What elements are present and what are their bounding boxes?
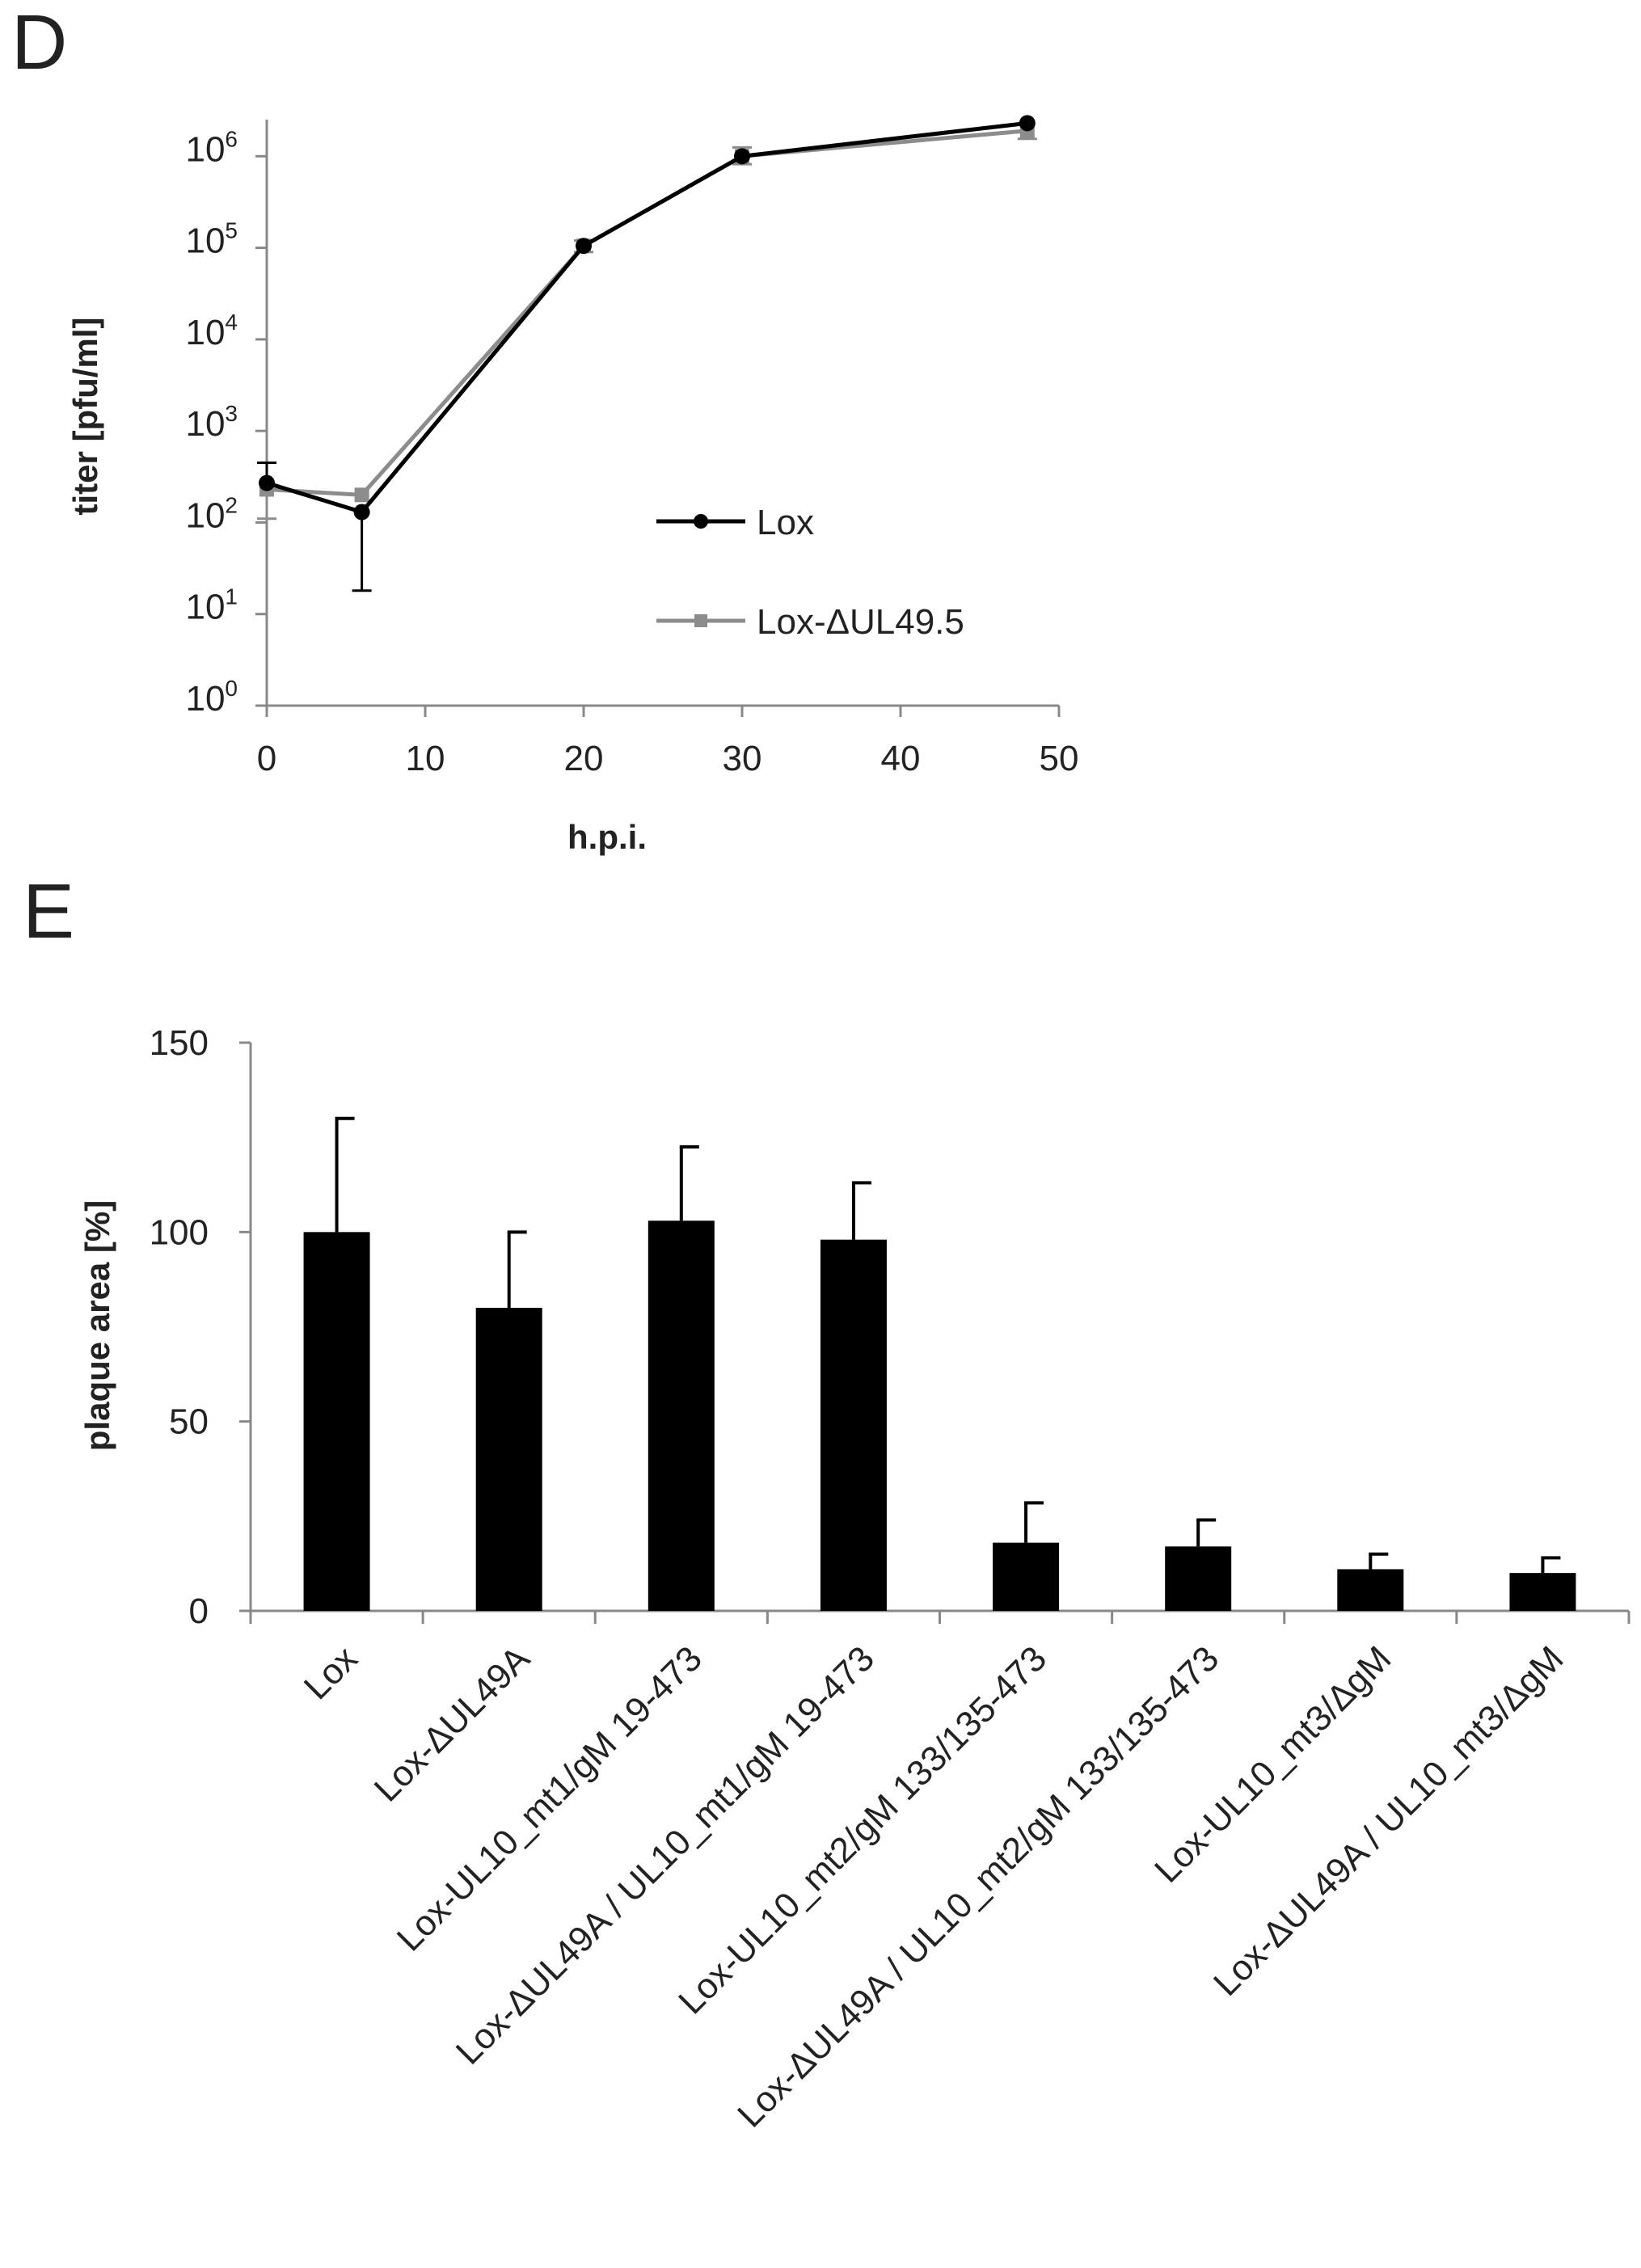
series-line bbox=[266, 120, 1028, 515]
x-ticks: 0 10 20 30 40 50 bbox=[257, 706, 1079, 778]
legend: Lox Lox-ΔUL49.5 bbox=[656, 503, 964, 642]
x-tick-label: 20 bbox=[564, 739, 604, 778]
y-tick-label: 0 bbox=[189, 1591, 209, 1631]
category-label: Lox-UL10_mt2/gM 133/135-473 bbox=[671, 1638, 1054, 2021]
series-line bbox=[266, 129, 1028, 497]
y-tick-label: 150 bbox=[150, 1023, 209, 1063]
y-tick-label: 105 bbox=[185, 218, 238, 261]
x-tick-label: 40 bbox=[881, 739, 921, 778]
y-tick-label: 106 bbox=[185, 126, 238, 169]
series-lox-dul49-5 bbox=[257, 123, 1037, 521]
bar bbox=[1165, 1546, 1232, 1611]
y-axis-title: titer [pfu/ml] bbox=[66, 318, 104, 516]
x-tick-label: 0 bbox=[257, 739, 276, 778]
series-lox bbox=[257, 115, 1036, 592]
bar bbox=[475, 1308, 542, 1611]
category-label: Lox-ΔUL49A bbox=[367, 1638, 538, 1810]
x-ticks bbox=[249, 1611, 1630, 1624]
y-tick-label: 100 bbox=[150, 1212, 209, 1252]
legend-label-lox-dul49-5: Lox-ΔUL49.5 bbox=[757, 602, 964, 642]
bar bbox=[993, 1542, 1060, 1611]
legend-label-lox: Lox bbox=[757, 503, 814, 542]
legend-marker-lox-dul49-5 bbox=[694, 614, 707, 627]
bar bbox=[1509, 1573, 1576, 1611]
data-point bbox=[734, 148, 750, 165]
x-tick-label: 50 bbox=[1040, 739, 1079, 778]
y-axis-title: plaque area [%] bbox=[78, 1200, 116, 1451]
bars-group bbox=[303, 1116, 1576, 1611]
data-point bbox=[1019, 115, 1036, 132]
y-tick-label: 100 bbox=[185, 676, 238, 719]
bar bbox=[820, 1239, 887, 1611]
category-label: Lox-UL10_mt1/gM 19-473 bbox=[390, 1638, 710, 1958]
y-ticks: 100 101 102 103 104 105 106 bbox=[185, 126, 267, 719]
y-tick-label: 102 bbox=[185, 492, 238, 535]
category-label: Lox-ΔUL49A / UL10_mt3/ΔgM bbox=[1206, 1638, 1571, 2003]
x-axis-title: h.p.i. bbox=[567, 818, 647, 856]
data-point bbox=[576, 238, 592, 255]
x-tick-label: 10 bbox=[406, 739, 445, 778]
legend-marker-lox bbox=[694, 514, 708, 529]
data-point bbox=[259, 474, 275, 491]
series-group bbox=[257, 115, 1037, 592]
data-point bbox=[354, 487, 369, 503]
bar bbox=[1337, 1569, 1404, 1611]
bar bbox=[303, 1232, 370, 1611]
y-tick-label: 103 bbox=[185, 401, 238, 444]
y-tick-label: 104 bbox=[185, 310, 238, 352]
bar bbox=[648, 1220, 715, 1611]
data-point bbox=[353, 504, 370, 521]
category-label: Lox bbox=[297, 1638, 365, 1707]
y-ticks: 0 50 100 150 bbox=[150, 1023, 251, 1631]
y-tick-label: 50 bbox=[169, 1402, 209, 1442]
panel-letter-d: D bbox=[11, 0, 67, 86]
growth-curve-chart: 0 10 20 30 40 50 100 101 102 103 104 105 106 h.p.i.… bbox=[66, 115, 1078, 856]
y-tick-label: 101 bbox=[185, 584, 238, 627]
x-tick-label: 30 bbox=[723, 739, 762, 778]
panel-letter-e: E bbox=[23, 868, 74, 955]
